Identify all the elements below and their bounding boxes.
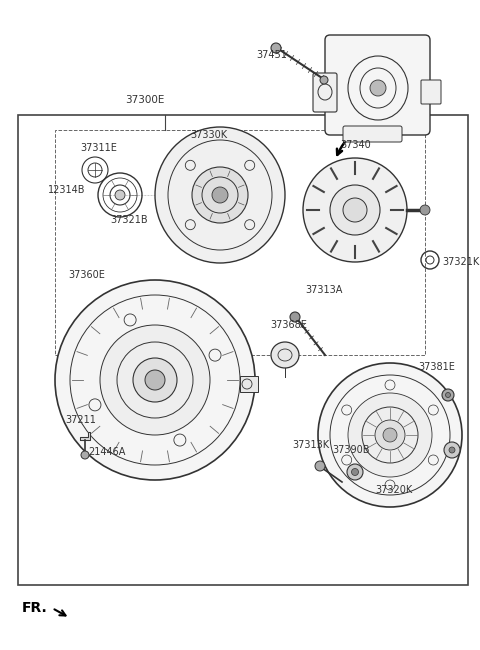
Ellipse shape <box>449 447 455 453</box>
Ellipse shape <box>192 167 248 223</box>
Ellipse shape <box>383 428 397 442</box>
Text: 37320K: 37320K <box>375 485 412 495</box>
FancyBboxPatch shape <box>343 126 402 142</box>
Text: 12314B: 12314B <box>48 185 85 195</box>
Text: 37211: 37211 <box>65 415 96 425</box>
Text: 37321B: 37321B <box>110 215 148 225</box>
Bar <box>55 130 425 355</box>
Ellipse shape <box>303 158 407 262</box>
FancyBboxPatch shape <box>313 73 337 112</box>
Ellipse shape <box>351 469 359 476</box>
Ellipse shape <box>271 342 299 368</box>
Text: 37381E: 37381E <box>418 362 455 372</box>
Bar <box>240 376 258 392</box>
FancyBboxPatch shape <box>325 35 430 135</box>
Ellipse shape <box>212 187 228 203</box>
Ellipse shape <box>442 389 454 401</box>
Ellipse shape <box>155 127 285 263</box>
Text: 37360E: 37360E <box>68 270 105 280</box>
Text: 37300E: 37300E <box>125 95 164 105</box>
Ellipse shape <box>330 185 380 235</box>
Ellipse shape <box>320 76 328 84</box>
Text: 37313A: 37313A <box>305 285 342 295</box>
Polygon shape <box>80 432 90 440</box>
Text: 37311E: 37311E <box>80 143 117 153</box>
Bar <box>18 115 468 585</box>
FancyBboxPatch shape <box>421 80 441 104</box>
Ellipse shape <box>318 363 462 507</box>
Ellipse shape <box>315 461 325 471</box>
Ellipse shape <box>343 198 367 222</box>
Ellipse shape <box>115 190 125 200</box>
Text: 37321K: 37321K <box>442 257 479 267</box>
Ellipse shape <box>348 393 432 477</box>
Ellipse shape <box>370 80 386 96</box>
Ellipse shape <box>445 393 451 398</box>
Ellipse shape <box>347 464 363 480</box>
Text: 37313K: 37313K <box>292 440 329 450</box>
Ellipse shape <box>420 205 430 215</box>
Ellipse shape <box>271 43 281 53</box>
Text: 37368E: 37368E <box>270 320 307 330</box>
Text: 21446A: 21446A <box>88 447 125 457</box>
Text: 37390B: 37390B <box>332 445 370 455</box>
Ellipse shape <box>290 312 300 322</box>
Text: 37340: 37340 <box>340 140 371 150</box>
Ellipse shape <box>81 451 89 459</box>
Ellipse shape <box>55 280 255 480</box>
Ellipse shape <box>444 442 460 458</box>
Text: FR.: FR. <box>22 601 48 615</box>
Ellipse shape <box>133 358 177 402</box>
Ellipse shape <box>100 325 210 435</box>
Ellipse shape <box>145 370 165 390</box>
Text: 37451: 37451 <box>257 50 288 60</box>
Text: 37330K: 37330K <box>190 130 227 140</box>
Ellipse shape <box>375 420 405 450</box>
